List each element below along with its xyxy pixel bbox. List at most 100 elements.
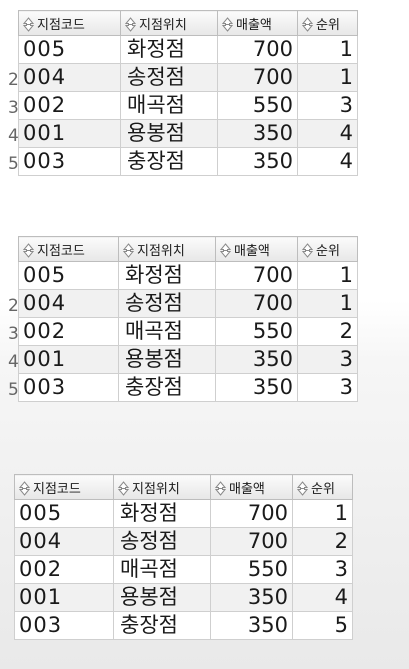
sort-icon[interactable] — [215, 481, 226, 496]
cell-branch-code[interactable]: 001 — [18, 345, 119, 374]
sort-icon[interactable] — [123, 243, 134, 258]
cell-rank[interactable]: 3 — [297, 91, 358, 120]
sort-icon[interactable] — [118, 481, 129, 496]
cell-branch-location[interactable]: 매곡점 — [120, 91, 218, 120]
cell-sales[interactable]: 350 — [217, 147, 298, 176]
cell-sales[interactable]: 550 — [210, 555, 293, 584]
cell-sales[interactable]: 700 — [215, 289, 298, 318]
cell-branch-location[interactable]: 매곡점 — [118, 317, 216, 346]
cell-branch-location[interactable]: 충장점 — [113, 611, 211, 640]
sort-icon[interactable] — [302, 17, 313, 32]
cell-branch-code[interactable]: 002 — [14, 555, 114, 584]
table-row[interactable]: 004 송정점 700 1 — [18, 63, 358, 92]
column-header-rank[interactable]: 순위 — [297, 10, 358, 36]
column-header-branch-code[interactable]: 지점코드 — [14, 474, 114, 500]
table-row[interactable]: 005 화정점 700 1 — [14, 499, 353, 528]
cell-branch-code[interactable]: 003 — [14, 611, 114, 640]
cell-rank[interactable]: 4 — [292, 583, 353, 612]
cell-branch-code[interactable]: 003 — [18, 373, 119, 402]
cell-sales[interactable]: 700 — [215, 261, 298, 290]
cell-sales[interactable]: 350 — [215, 373, 298, 402]
table-row[interactable]: 001 용봉점 350 4 — [14, 583, 353, 612]
cell-sales[interactable]: 700 — [217, 35, 298, 64]
cell-branch-code[interactable]: 002 — [18, 317, 119, 346]
cell-rank[interactable]: 1 — [292, 499, 353, 528]
cell-rank[interactable]: 4 — [297, 119, 358, 148]
sort-icon[interactable] — [220, 243, 231, 258]
cell-branch-location[interactable]: 송정점 — [113, 527, 211, 556]
column-header-branch-location[interactable]: 지점위치 — [113, 474, 211, 500]
table-row[interactable]: 004 송정점 700 2 — [14, 527, 353, 556]
table-row[interactable]: 001 용봉점 350 4 — [18, 119, 358, 148]
cell-branch-location[interactable]: 용봉점 — [120, 119, 218, 148]
cell-sales[interactable]: 350 — [210, 583, 293, 612]
column-header-sales[interactable]: 매출액 — [210, 474, 293, 500]
column-header-sales[interactable]: 매출액 — [215, 236, 298, 262]
cell-branch-code[interactable]: 005 — [14, 499, 114, 528]
sort-icon[interactable] — [125, 17, 136, 32]
cell-rank[interactable]: 2 — [297, 317, 358, 346]
cell-branch-location[interactable]: 충장점 — [118, 373, 216, 402]
cell-rank[interactable]: 3 — [292, 555, 353, 584]
cell-rank[interactable]: 1 — [297, 289, 358, 318]
sort-icon[interactable] — [302, 243, 313, 258]
cell-branch-code[interactable]: 004 — [18, 63, 121, 92]
sort-icon[interactable] — [23, 17, 34, 32]
cell-branch-code[interactable]: 002 — [18, 91, 121, 120]
cell-branch-location[interactable]: 화정점 — [118, 261, 216, 290]
column-header-sales[interactable]: 매출액 — [217, 10, 298, 36]
cell-branch-code[interactable]: 003 — [18, 147, 121, 176]
cell-branch-location[interactable]: 용봉점 — [113, 583, 211, 612]
column-header-rank[interactable]: 순위 — [292, 474, 353, 500]
cell-sales[interactable]: 350 — [215, 345, 298, 374]
table-row[interactable]: 002 매곡점 550 3 — [18, 91, 358, 120]
cell-branch-code[interactable]: 004 — [18, 289, 119, 318]
cell-branch-code[interactable]: 005 — [18, 35, 121, 64]
row-number: 5 — [8, 154, 19, 174]
sort-icon[interactable] — [23, 243, 34, 258]
cell-rank[interactable]: 2 — [292, 527, 353, 556]
cell-branch-code[interactable]: 001 — [14, 583, 114, 612]
column-header-branch-code[interactable]: 지점코드 — [18, 236, 119, 262]
cell-rank[interactable]: 4 — [297, 147, 358, 176]
table-row[interactable]: 003 충장점 350 3 — [18, 373, 358, 402]
cell-branch-location[interactable]: 화정점 — [113, 499, 211, 528]
cell-sales[interactable]: 350 — [217, 119, 298, 148]
cell-rank[interactable]: 1 — [297, 35, 358, 64]
cell-branch-code[interactable]: 005 — [18, 261, 119, 290]
cell-branch-code[interactable]: 004 — [14, 527, 114, 556]
cell-branch-location[interactable]: 용봉점 — [118, 345, 216, 374]
cell-rank[interactable]: 1 — [297, 261, 358, 290]
cell-rank[interactable]: 3 — [297, 345, 358, 374]
cell-sales[interactable]: 700 — [210, 527, 293, 556]
table-row[interactable]: 004 송정점 700 1 — [18, 289, 358, 318]
cell-branch-location[interactable]: 화정점 — [120, 35, 218, 64]
table-row[interactable]: 002 매곡점 550 2 — [18, 317, 358, 346]
cell-sales[interactable]: 550 — [217, 91, 298, 120]
cell-branch-location[interactable]: 충장점 — [120, 147, 218, 176]
column-header-branch-location[interactable]: 지점위치 — [120, 10, 218, 36]
cell-branch-location[interactable]: 송정점 — [120, 63, 218, 92]
column-header-branch-location[interactable]: 지점위치 — [118, 236, 216, 262]
sort-icon[interactable] — [19, 481, 30, 496]
cell-branch-location[interactable]: 매곡점 — [113, 555, 211, 584]
column-header-rank[interactable]: 순위 — [297, 236, 358, 262]
sort-icon[interactable] — [222, 17, 233, 32]
table-row[interactable]: 003 충장점 350 4 — [18, 147, 358, 176]
cell-rank[interactable]: 3 — [297, 373, 358, 402]
table-row[interactable]: 005 화정점 700 1 — [18, 35, 358, 64]
cell-sales[interactable]: 700 — [210, 499, 293, 528]
cell-rank[interactable]: 1 — [297, 63, 358, 92]
cell-rank[interactable]: 5 — [292, 611, 353, 640]
cell-branch-code[interactable]: 001 — [18, 119, 121, 148]
table-row[interactable]: 003 충장점 350 5 — [14, 611, 353, 640]
cell-sales[interactable]: 350 — [210, 611, 293, 640]
cell-sales[interactable]: 550 — [215, 317, 298, 346]
table-row[interactable]: 001 용봉점 350 3 — [18, 345, 358, 374]
column-header-branch-code[interactable]: 지점코드 — [18, 10, 121, 36]
table-row[interactable]: 005 화정점 700 1 — [18, 261, 358, 290]
cell-branch-location[interactable]: 송정점 — [118, 289, 216, 318]
cell-sales[interactable]: 700 — [217, 63, 298, 92]
table-row[interactable]: 002 매곡점 550 3 — [14, 555, 353, 584]
sort-icon[interactable] — [297, 481, 308, 496]
